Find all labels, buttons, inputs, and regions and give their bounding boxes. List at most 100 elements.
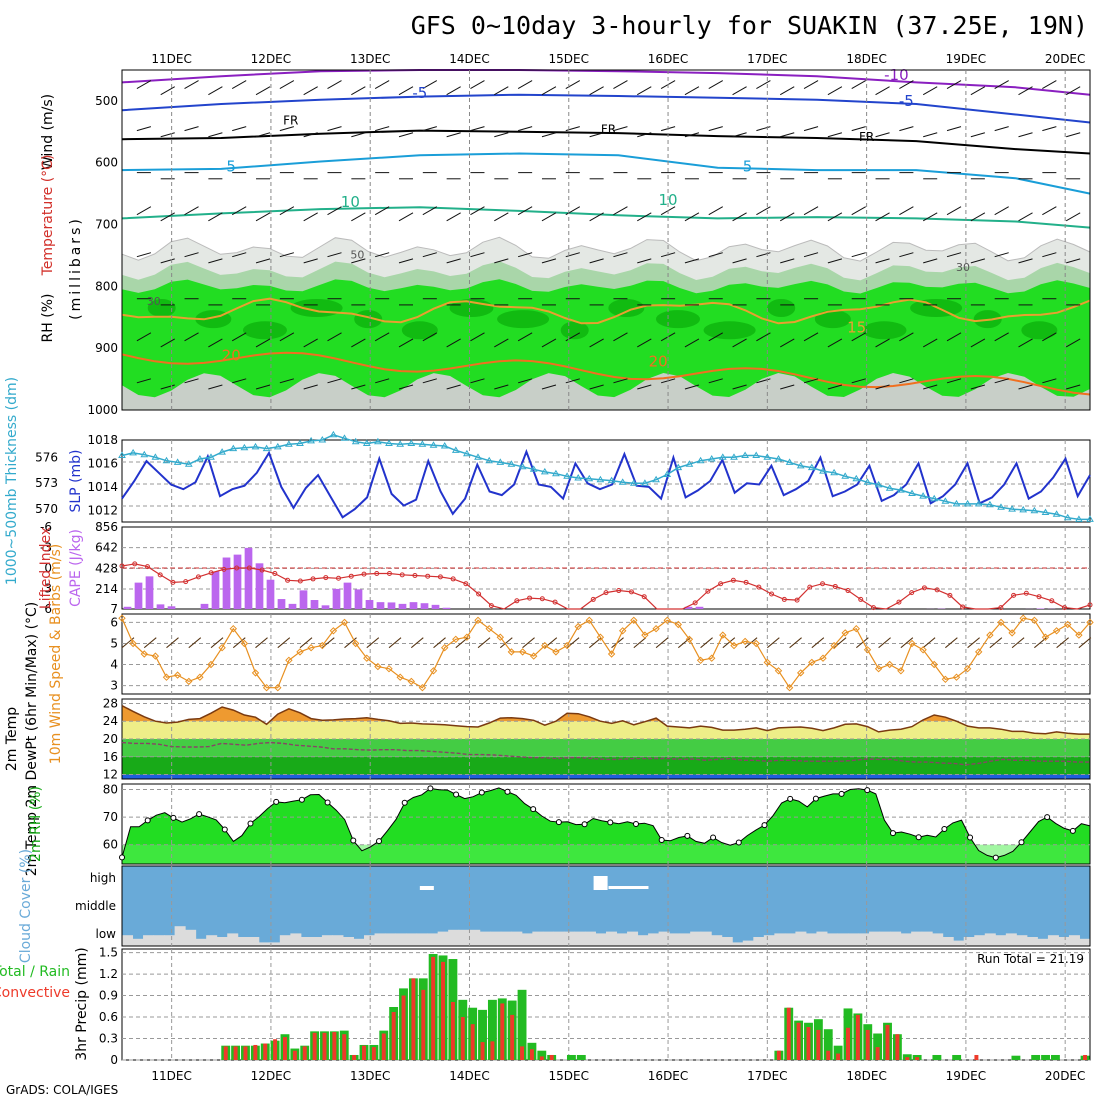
wind-speed-point [262,683,271,692]
wind-speed-point [340,618,349,627]
thickness-point [518,462,527,470]
li-point [1062,605,1068,611]
wind-speed-point [307,643,315,652]
wind-speed-point [741,637,749,646]
cloud-low-bar [490,931,502,946]
cloud-low-bar [584,931,596,946]
wind-barb [589,384,604,390]
wind-barb [851,126,866,132]
thickness-point [151,453,160,460]
wind-barb [255,384,271,390]
thickness-point [496,458,505,465]
wind-barb [946,378,962,384]
wind-barb [1018,132,1033,138]
wind-barb [517,332,533,342]
wind-barb [565,252,580,258]
cloud-frame [121,865,1091,947]
wind-barb [494,132,509,138]
precip-convective-bar [411,978,416,1060]
precip-tick-label: 0.3 [99,1032,118,1046]
wind-barb [565,126,580,132]
wind-speed-point [874,664,883,673]
thickness-point [629,479,638,486]
precip-convective-bar [520,1046,525,1060]
thickness-point [118,451,126,458]
precip-convective-bar [421,989,426,1060]
cloud-low-bar [1005,933,1017,946]
wind-barb [470,126,485,132]
x-tick-label-bottom: 20DEC [1045,1069,1085,1083]
wind-speed-point [418,683,427,692]
wind-barb [422,80,438,89]
x-tick-label-bottom: 13DEC [350,1069,390,1083]
precip-convective-bar [342,1034,347,1060]
wind-barb [541,212,557,222]
x-tick-label-top: 20DEC [1045,52,1085,66]
contour-label-plus5: 5 [226,157,236,175]
cape-tick-label: 642 [95,541,118,555]
wind-barb [732,212,747,222]
rh-patch-90 [290,299,343,317]
wind-barb [499,637,513,649]
thickness-point [897,486,905,493]
li-point [246,565,252,571]
wind-barb [756,378,771,384]
contour-label-plus5: 5 [743,157,753,175]
wind-barb [994,206,1009,216]
thickness-point [485,456,494,464]
cloud-low-bar [848,933,860,946]
cloud-low-bar [406,933,418,946]
wind-barb [756,126,771,132]
wind-speed-point [908,639,916,648]
wind-speed-point [1075,631,1083,639]
wind-barb [208,384,223,390]
wind-barb [732,86,747,96]
temp-tick-label: 16 [103,750,118,764]
wind-speed-point [285,656,293,665]
wind-barb [1042,252,1057,258]
thickness-point [741,451,749,458]
x-tick-label-bottom: 16DEC [648,1069,688,1083]
thickness-point [474,453,482,460]
li-point [705,588,711,594]
wind-barb [136,332,152,342]
thickness-axis-label: 1000~500mb Thickness (dm) [4,377,20,585]
wind-barb [255,86,271,96]
wind-speed-point [663,616,671,625]
wind-barb [522,637,535,649]
wind-barb [160,338,175,348]
rh-point [632,821,639,827]
wind-barb [637,212,652,222]
wind-barb [374,80,390,89]
wind-barb [613,332,628,342]
cloud-low-bar [132,938,144,946]
rh-line [121,787,1091,859]
cloud-low-bar [732,942,744,946]
li-point [297,578,303,584]
li-point [896,599,902,605]
contour-label-freezing: FR [859,130,874,144]
wind-barb [541,384,557,390]
cloud-low-bar [174,926,186,946]
li-point [527,595,533,601]
wind-barb [231,332,247,342]
thickness-point [429,441,438,448]
wind-barb [1042,126,1057,132]
wind-barb [1018,86,1033,96]
wind-axis-label: Wind (m/s) [40,94,56,170]
wind-speed-point [496,633,505,641]
li-point [1036,594,1042,600]
li-point [947,592,953,598]
cape-bar [277,599,286,609]
wind-speed-point [185,677,193,686]
wind-barb [398,338,414,348]
precip-frame [121,948,1091,1061]
precip-axis-label: 3hr Precip (mm) [74,947,90,1060]
rh-patch-90 [497,310,550,329]
wind-barb [1065,86,1081,96]
temperature-mask [122,699,1090,735]
wind-barb [422,206,438,216]
li-point [934,587,940,593]
wind-barb [279,206,295,216]
thickness-point [785,458,794,465]
